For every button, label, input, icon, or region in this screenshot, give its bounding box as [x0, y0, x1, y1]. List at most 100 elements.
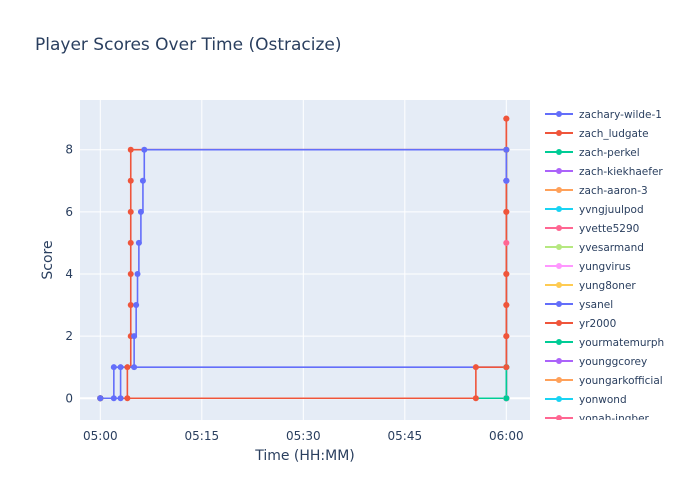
data-point [133, 302, 140, 309]
legend-item[interactable]: zach-perkel [545, 147, 640, 159]
legend-label: yung8oner [579, 280, 636, 292]
data-point [110, 395, 117, 402]
y-axis-ticks: 0 2 4 6 8 [65, 143, 73, 406]
legend-label: yonah-ingber [579, 413, 650, 425]
x-axis-ticks: 05:00 05:15 05:30 05:45 06:00 [83, 429, 524, 443]
data-point [472, 364, 479, 371]
data-point [127, 146, 134, 153]
legend-label: yourmatemurph [579, 337, 664, 349]
data-point [117, 395, 124, 402]
legend-swatch-marker [556, 415, 562, 420]
x-tick-label: 05:45 [388, 429, 423, 443]
data-point [134, 270, 141, 277]
legend-item[interactable]: zach-aaron-3 [545, 185, 648, 197]
data-point [139, 177, 146, 184]
legend-label: zach-aaron-3 [579, 185, 648, 197]
x-tick-label: 05:00 [83, 429, 118, 443]
legend-item[interactable]: yvngjuulpod [545, 204, 644, 216]
legend-label: yvesarmand [579, 242, 644, 254]
x-tick-label: 05:15 [185, 429, 220, 443]
legend-label: ysanel [579, 299, 613, 311]
legend-item[interactable]: ysanel [545, 299, 613, 311]
plot-area [80, 100, 530, 420]
legend-label: zach-kiekhaefer [579, 166, 663, 178]
legend-item[interactable]: younggcorey [545, 356, 647, 368]
y-axis-title: Score [40, 240, 56, 279]
legend-label: younggcorey [579, 356, 647, 368]
legend-label: yungvirus [579, 261, 631, 273]
series-markers [97, 115, 510, 402]
data-point [97, 395, 104, 402]
y-tick-label: 8 [65, 143, 73, 157]
data-point [127, 177, 134, 184]
legend-item[interactable]: yungvirus [545, 261, 631, 273]
legend-swatch-marker [556, 206, 562, 212]
legend-item[interactable]: yung8oner [545, 280, 636, 292]
legend-item[interactable]: zach_ludgate [545, 128, 649, 140]
data-point [503, 364, 510, 371]
legend-label: yvette5290 [579, 223, 639, 235]
legend-item[interactable]: zach-kiekhaefer [545, 166, 663, 178]
data-point [127, 270, 134, 277]
legend-swatch-marker [556, 339, 562, 345]
x-tick-label: 06:00 [489, 429, 524, 443]
legend-swatch-marker [556, 225, 562, 231]
legend-swatch-marker [556, 301, 562, 307]
legend[interactable]: zachary-wilde-1 zach_ludgate zach-perkel za… [545, 109, 664, 425]
legend-swatch-marker [556, 377, 562, 383]
legend-item[interactable]: youngarkofficial [545, 375, 663, 387]
data-point [135, 239, 142, 246]
data-point [472, 395, 479, 402]
data-point [503, 146, 510, 153]
data-point [137, 208, 144, 215]
data-point [131, 333, 138, 340]
legend-label: zach-perkel [579, 147, 640, 159]
data-point [503, 239, 510, 246]
y-tick-label: 4 [65, 267, 73, 281]
legend-swatch-marker [556, 263, 562, 269]
chart-title: Player Scores Over Time (Ostracize) [35, 35, 342, 55]
legend-label: youngarkofficial [579, 375, 663, 387]
legend-label: yr2000 [579, 318, 616, 330]
legend-swatch-marker [556, 396, 562, 402]
data-point [503, 395, 510, 402]
y-tick-label: 0 [65, 391, 73, 405]
series-line [100, 118, 508, 400]
legend-swatch-marker [556, 111, 562, 117]
legend-item[interactable]: yvesarmand [545, 242, 644, 254]
data-point [141, 146, 148, 153]
legend-label: yvngjuulpod [579, 204, 644, 216]
data-point [127, 302, 134, 309]
data-point [110, 364, 117, 371]
legend-item[interactable]: yonah-ingber [545, 413, 650, 425]
legend-item[interactable]: yonwond [545, 394, 627, 406]
data-point [503, 270, 510, 277]
data-point [127, 239, 134, 246]
legend-item[interactable]: yvette5290 [545, 223, 639, 235]
legend-swatch-marker [556, 358, 562, 364]
legend-swatch-marker [556, 187, 562, 193]
legend-label: zachary-wilde-1 [579, 109, 662, 121]
data-point [131, 364, 138, 371]
legend-label: zach_ludgate [579, 128, 649, 140]
y-tick-label: 2 [65, 329, 73, 343]
data-point [503, 333, 510, 340]
legend-swatch-marker [556, 168, 562, 174]
legend-item[interactable]: yr2000 [545, 318, 616, 330]
legend-swatch-marker [556, 282, 562, 288]
legend-swatch-marker [556, 149, 562, 155]
legend-item[interactable]: yourmatemurph [545, 337, 664, 349]
data-point [127, 208, 134, 215]
x-axis-title: Time (HH:MM) [254, 448, 355, 464]
data-point [503, 208, 510, 215]
data-point [117, 364, 124, 371]
legend-label: yonwond [579, 394, 627, 406]
legend-swatch-marker [556, 244, 562, 250]
data-point [503, 177, 510, 184]
legend-swatch-marker [556, 130, 562, 136]
legend-swatch-marker [556, 320, 562, 326]
legend-item[interactable]: zachary-wilde-1 [545, 109, 662, 121]
data-point [124, 364, 131, 371]
data-point [124, 395, 131, 402]
